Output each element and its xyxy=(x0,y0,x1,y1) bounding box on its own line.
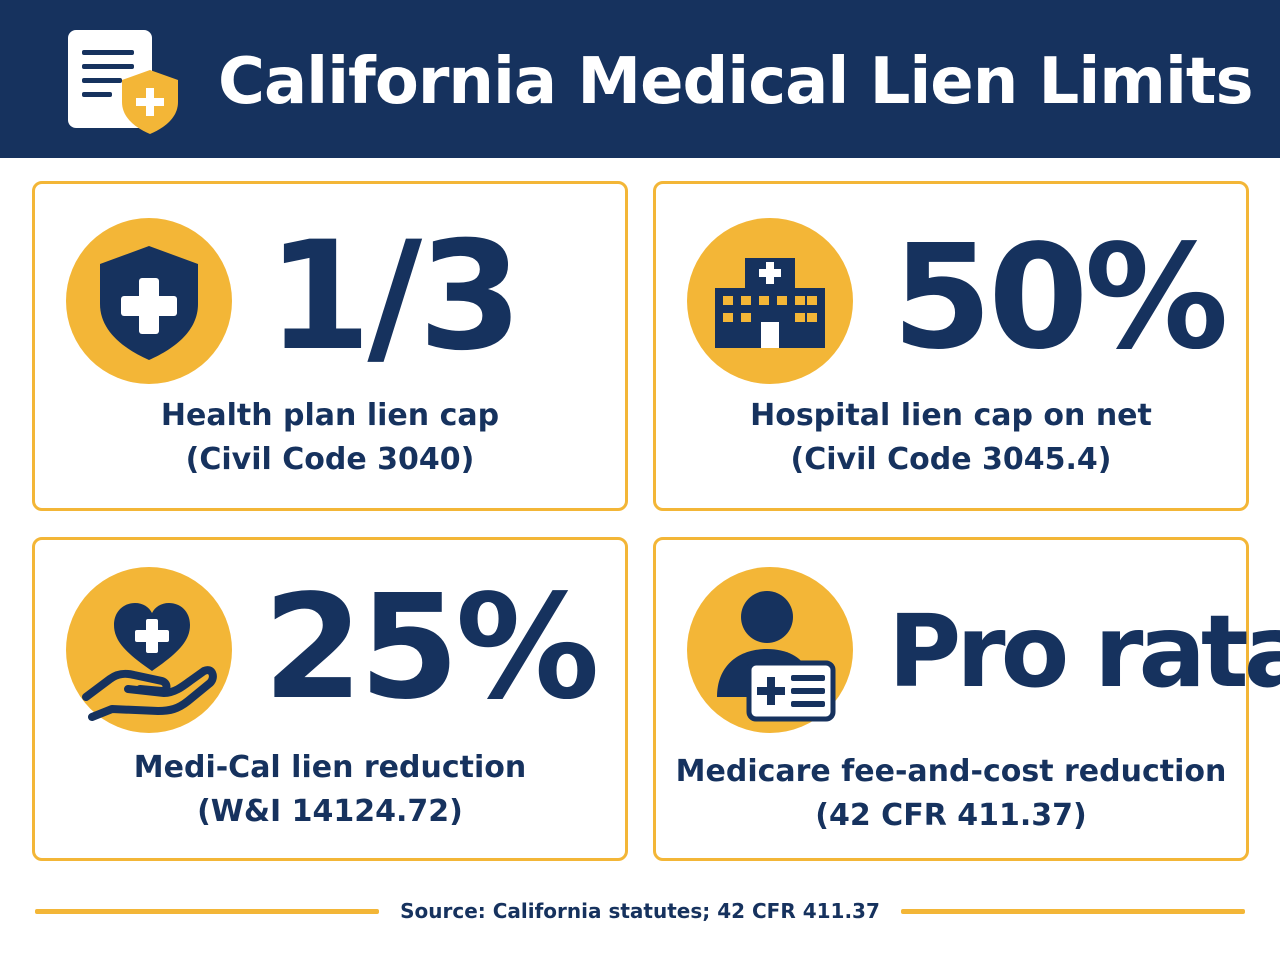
cap-value: 1/3 xyxy=(267,210,523,384)
card-description: Health plan lien cap (Civil Code 3040) xyxy=(35,394,625,482)
card-description: Medi-Cal lien reduction (W&I 14124.72) xyxy=(35,746,625,834)
person-id-card-icon xyxy=(717,591,836,722)
health-plan-lien-card: 1/3 Health plan lien cap (Civil Code 304… xyxy=(32,181,628,511)
icon-badge xyxy=(687,567,853,733)
hospital-lien-card: 50% Hospital lien cap on net (Civil Code… xyxy=(653,181,1249,511)
card-citation: (Civil Code 3040) xyxy=(185,442,475,477)
source-note: Source: California statutes; 42 CFR 411.… xyxy=(400,899,880,923)
card-label: Hospital lien cap on net xyxy=(750,398,1152,433)
card-citation: (Civil Code 3045.4) xyxy=(790,442,1112,477)
hospital-icon xyxy=(715,258,825,348)
card-label: Medicare fee-and-cost reduction xyxy=(675,754,1227,789)
cap-value: 25% xyxy=(263,563,600,731)
card-description: Medicare fee-and-cost reduction (42 CFR … xyxy=(656,750,1246,838)
medi-cal-lien-card: 25% Medi-Cal lien reduction (W&I 14124.7… xyxy=(32,537,628,861)
icon-badge xyxy=(687,218,853,384)
hand-heart-icon xyxy=(82,603,217,721)
cap-value: Pro rata xyxy=(888,593,1280,710)
card-citation: (W&I 14124.72) xyxy=(197,794,463,829)
header-banner: California Medical Lien Limits xyxy=(0,0,1280,158)
footer-divider-right xyxy=(901,909,1245,914)
medicare-lien-card: Pro rata Medicare fee-and-cost reduction… xyxy=(653,537,1280,861)
icon-badge xyxy=(66,567,232,733)
card-description: Hospital lien cap on net (Civil Code 304… xyxy=(656,394,1246,482)
document-shield-icon xyxy=(68,30,178,134)
footer-divider-left xyxy=(35,909,379,914)
shield-plus-icon xyxy=(100,246,198,360)
cap-value: 50% xyxy=(892,213,1229,381)
card-label: Health plan lien cap xyxy=(160,398,500,433)
icon-badge xyxy=(66,218,232,384)
card-label: Medi-Cal lien reduction xyxy=(133,750,527,785)
page-title: California Medical Lien Limits xyxy=(218,45,1254,119)
card-citation: (42 CFR 411.37) xyxy=(815,798,1087,833)
